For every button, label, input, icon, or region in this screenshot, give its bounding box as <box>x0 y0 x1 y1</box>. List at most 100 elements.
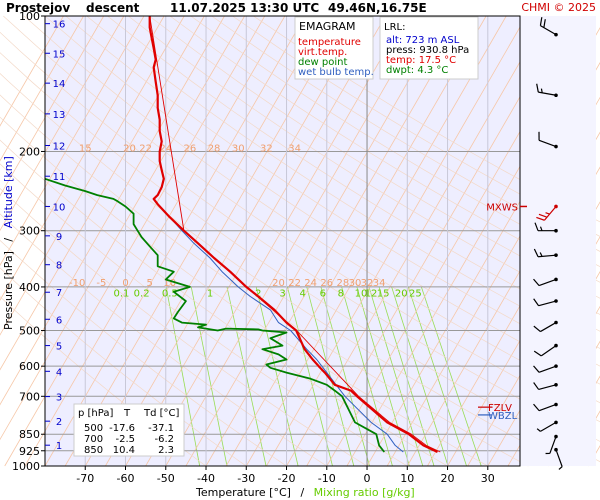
table-header-t: T <box>123 408 131 419</box>
mixing-ratio-line <box>255 286 299 467</box>
isotherm-label: 15 <box>79 143 92 154</box>
lrl-altitude: alt: 723 m ASL <box>386 35 460 46</box>
lrl-title: LRL: <box>384 22 405 33</box>
chart-title: EMAGRAM <box>299 20 356 33</box>
wind-barb-feather <box>533 350 542 357</box>
mixing-ratio-label: 0.1 <box>114 288 130 299</box>
marker-label: WBZL <box>488 411 518 422</box>
mixing-ratio-label: 15 <box>377 288 390 299</box>
x-axis-mixing-ratio-label: Mixing ratio [g/kg] <box>314 486 415 499</box>
isotherm-label: 30 <box>349 278 362 289</box>
isotherm-label: 28 <box>208 143 221 154</box>
wind-barb-dot <box>554 320 558 325</box>
altitude-tick-label: 12 <box>53 142 66 153</box>
y-axis-altitude-label: Altitude [km] <box>2 156 15 228</box>
table-header-td: Td [°C] <box>143 408 180 419</box>
mixing-ratio-label: 3 <box>279 288 285 299</box>
wind-barb-feather <box>533 278 540 287</box>
vertical-gridlines <box>84 16 489 466</box>
isotherm-line <box>4 15 266 467</box>
station-name: Prostejov <box>6 1 70 15</box>
wind-barb-half-feather <box>539 252 543 257</box>
altitude-axis: 16 15 14 13 12 11 10 9 8 7 6 5 4 3 2 1 <box>45 20 66 452</box>
wind-panel <box>520 16 596 466</box>
plot-area: 15 20 22 24 26 28 30 32 34-10 -5 0 5 10 20 22 24 26 28 30 3… <box>0 15 600 467</box>
mixing-ratio-line <box>287 286 333 467</box>
wind-barb-staff <box>538 384 557 391</box>
wind-barb-dot <box>554 343 558 348</box>
isotherm-line <box>165 15 427 467</box>
isotherm-label: 22 <box>139 143 152 154</box>
wind-barb-feather <box>539 17 543 26</box>
temperature-tick-label: 20 <box>441 472 455 485</box>
altitude-tick-label: 7 <box>56 288 62 299</box>
wind-barb-dot <box>554 364 558 368</box>
x-axis-temperature-label: Temperature [°C] <box>195 486 291 499</box>
wind-barb-feather <box>533 403 540 412</box>
wind-barb-dot <box>554 253 558 257</box>
wind-barb-feather <box>533 298 540 307</box>
dry-adiabat-line <box>190 15 600 268</box>
wind-barb-dot <box>554 204 558 209</box>
pressure-tick-label: 500 <box>19 325 40 338</box>
wind-barb-staff <box>540 322 557 333</box>
y-axis-label: Pressure [hPa] / Altitude [km] <box>2 156 15 330</box>
sounding-datetime: 11.07.2025 13:30 UTC <box>170 1 319 15</box>
table-row-td: -6.2 <box>154 434 174 445</box>
dry-adiabat-line <box>169 15 600 283</box>
copyright: CHMI © 2025 <box>521 1 596 14</box>
y-axis-separator: / <box>2 238 15 242</box>
altitude-tick-label: 10 <box>53 202 66 213</box>
pressure-tick-label: 925 <box>19 445 40 458</box>
temperature-tick-label: 0 <box>364 472 371 485</box>
altitude-tick-label: 14 <box>53 79 66 90</box>
isotherm-label: 20 <box>272 278 285 289</box>
wind-barb-dot <box>554 144 558 149</box>
isotherm-line <box>0 15 145 267</box>
altitude-tick-label: 15 <box>53 49 66 60</box>
wind-barb-staff <box>543 206 557 221</box>
table-row-p: 500 <box>84 423 103 434</box>
wind-barb-feather <box>533 325 541 333</box>
mixing-ratio-line <box>320 286 370 467</box>
legend-temperature: temperature <box>298 37 361 48</box>
wind-barb-feather <box>543 19 546 28</box>
isotherm-line <box>386 96 600 467</box>
isotherm-line <box>125 15 386 467</box>
temperature-tick-label: -20 <box>278 472 296 485</box>
wind-barb-staff <box>540 345 557 357</box>
sounding-mode: descent <box>86 1 140 15</box>
isotherm-label: -10 <box>69 278 85 289</box>
wind-barb-half-feather <box>540 88 543 93</box>
mixing-ratio-label: 0.5 <box>162 288 178 299</box>
dry-adiabat-line <box>148 15 600 299</box>
isotherm-line <box>0 15 245 441</box>
isotherm-label: 22 <box>288 278 301 289</box>
dry-adiabat-line <box>128 15 600 315</box>
isotherm-line <box>145 15 406 467</box>
isotherm-line <box>225 15 487 467</box>
altitude-tick-label: 5 <box>56 342 62 353</box>
wind-barb-dot <box>554 420 558 425</box>
wind-barb-dot <box>554 93 558 98</box>
pressure-tick-label: 400 <box>19 281 40 294</box>
mixing-ratio-label: 0.2 <box>134 288 150 299</box>
wind-barb-feather <box>533 382 540 390</box>
mixing-ratio-label: 1 <box>207 288 213 299</box>
altitude-tick-label: 2 <box>56 417 62 428</box>
lrl-info: LRL: alt: 723 m ASL press: 930.8 hPa tem… <box>379 16 479 80</box>
pressure-tick-label: 700 <box>19 390 40 403</box>
wind-barb-dot <box>554 447 558 452</box>
wind-barb-staff <box>555 449 563 467</box>
dry-adiabat-line <box>86 15 600 349</box>
temperature-tick-label: 30 <box>481 472 495 485</box>
table-row-p: 700 <box>84 434 103 445</box>
plot-background <box>45 16 520 466</box>
pressure-tick-label: 1000 <box>12 460 40 473</box>
table-row-t: 10.4 <box>113 445 135 456</box>
altitude-tick-label: 1 <box>56 441 62 452</box>
dry-adiabat-line <box>211 15 600 252</box>
pressure-axis: 100 200 300 400 500 600 700 850 925 1000 <box>12 10 45 473</box>
